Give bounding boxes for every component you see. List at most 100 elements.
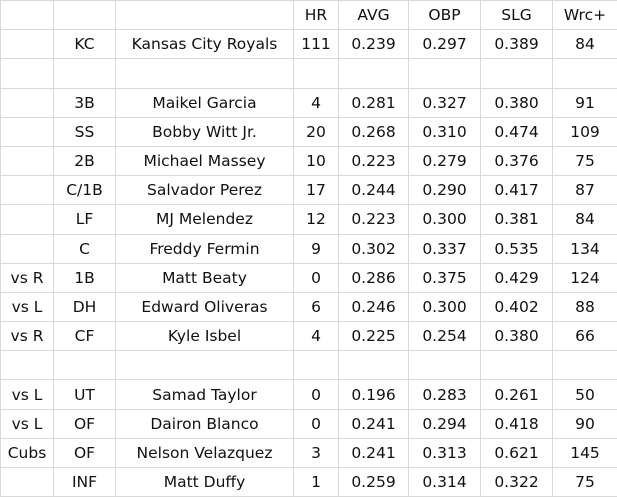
split-cell[interactable] — [0, 204, 54, 235]
name-cell[interactable]: Kansas City Royals — [115, 29, 294, 60]
stat-cell[interactable]: 4 — [293, 321, 339, 352]
stat-cell[interactable]: 0.246 — [338, 291, 409, 323]
position-cell[interactable]: 3B — [53, 87, 116, 118]
stat-cell[interactable]: 0.402 — [480, 291, 553, 323]
stat-cell[interactable]: 50 — [552, 379, 617, 410]
stat-cell[interactable]: 0.417 — [480, 175, 553, 206]
stat-cell[interactable]: 0.294 — [408, 408, 481, 439]
empty-cell[interactable] — [338, 58, 409, 89]
name-cell[interactable]: Maikel Garcia — [115, 87, 294, 118]
stat-cell[interactable]: 0.314 — [408, 466, 481, 497]
name-cell[interactable]: Matt Duffy — [115, 466, 294, 497]
name-cell[interactable]: Kyle Isbel — [115, 321, 294, 352]
empty-cell[interactable] — [408, 350, 481, 381]
stat-cell[interactable]: 0.337 — [408, 233, 481, 264]
header-cell[interactable]: AVG — [338, 0, 409, 31]
stat-cell[interactable]: 0.290 — [408, 175, 481, 206]
stat-cell[interactable]: 0.621 — [480, 437, 553, 469]
stat-cell[interactable]: 75 — [552, 466, 617, 497]
empty-cell[interactable] — [480, 350, 553, 381]
position-cell[interactable]: UT — [53, 379, 116, 410]
empty-cell[interactable] — [480, 58, 553, 89]
stat-cell[interactable]: 75 — [552, 145, 617, 177]
stat-cell[interactable]: 111 — [293, 29, 339, 60]
stat-cell[interactable]: 0.259 — [338, 466, 409, 497]
name-cell[interactable]: Nelson Velazquez — [115, 437, 294, 469]
name-cell[interactable]: MJ Melendez — [115, 204, 294, 235]
position-cell[interactable]: 1B — [53, 262, 116, 293]
stat-cell[interactable]: 0.286 — [338, 262, 409, 293]
stat-cell[interactable]: 91 — [552, 87, 617, 118]
position-cell[interactable]: 2B — [53, 145, 116, 177]
stat-cell[interactable]: 12 — [293, 204, 339, 235]
stat-cell[interactable]: 0.474 — [480, 116, 553, 147]
stat-cell[interactable]: 0.225 — [338, 321, 409, 352]
empty-cell[interactable] — [53, 0, 116, 31]
stat-cell[interactable]: 0.322 — [480, 466, 553, 497]
split-cell[interactable] — [0, 466, 54, 497]
stat-cell[interactable]: 0.380 — [480, 321, 553, 352]
stat-cell[interactable]: 0.268 — [338, 116, 409, 147]
stat-cell[interactable]: 0.310 — [408, 116, 481, 147]
name-cell[interactable]: Matt Beaty — [115, 262, 294, 293]
split-cell[interactable] — [0, 116, 54, 147]
split-cell[interactable]: vs L — [0, 379, 54, 410]
name-cell[interactable]: Samad Taylor — [115, 379, 294, 410]
position-cell[interactable]: C — [53, 233, 116, 264]
name-cell[interactable]: Dairon Blanco — [115, 408, 294, 439]
empty-cell[interactable] — [0, 58, 54, 89]
name-cell[interactable]: Edward Oliveras — [115, 291, 294, 323]
stat-cell[interactable]: 10 — [293, 145, 339, 177]
stat-cell[interactable]: 0.241 — [338, 437, 409, 469]
header-cell[interactable]: OBP — [408, 0, 481, 31]
stat-cell[interactable]: 109 — [552, 116, 617, 147]
stat-cell[interactable]: 0.418 — [480, 408, 553, 439]
position-cell[interactable]: CF — [53, 321, 116, 352]
stat-cell[interactable]: 0.380 — [480, 87, 553, 118]
position-cell[interactable]: DH — [53, 291, 116, 323]
header-cell[interactable]: HR — [293, 0, 339, 31]
stat-cell[interactable]: 9 — [293, 233, 339, 264]
empty-cell[interactable] — [53, 350, 116, 381]
stat-cell[interactable]: 4 — [293, 87, 339, 118]
stat-cell[interactable]: 145 — [552, 437, 617, 469]
stat-cell[interactable]: 0.281 — [338, 87, 409, 118]
empty-cell[interactable] — [115, 58, 294, 89]
stat-cell[interactable]: 0.223 — [338, 204, 409, 235]
split-cell[interactable]: vs R — [0, 262, 54, 293]
empty-cell[interactable] — [552, 350, 617, 381]
header-cell[interactable]: SLG — [480, 0, 553, 31]
name-cell[interactable]: Salvador Perez — [115, 175, 294, 206]
stat-cell[interactable]: 0.283 — [408, 379, 481, 410]
split-cell[interactable]: Cubs — [0, 437, 54, 469]
stat-cell[interactable]: 0.261 — [480, 379, 553, 410]
position-cell[interactable]: SS — [53, 116, 116, 147]
position-cell[interactable]: OF — [53, 408, 116, 439]
stat-cell[interactable]: 124 — [552, 262, 617, 293]
stat-cell[interactable]: 0 — [293, 379, 339, 410]
empty-cell[interactable] — [338, 350, 409, 381]
name-cell[interactable]: Bobby Witt Jr. — [115, 116, 294, 147]
stat-cell[interactable]: 0.297 — [408, 29, 481, 60]
stat-cell[interactable]: 0.535 — [480, 233, 553, 264]
empty-cell[interactable] — [552, 58, 617, 89]
split-cell[interactable] — [0, 175, 54, 206]
empty-cell[interactable] — [408, 58, 481, 89]
stat-cell[interactable]: 0 — [293, 262, 339, 293]
stat-cell[interactable]: 0.300 — [408, 204, 481, 235]
stat-cell[interactable]: 84 — [552, 29, 617, 60]
position-cell[interactable]: KC — [53, 29, 116, 60]
stat-cell[interactable]: 90 — [552, 408, 617, 439]
position-cell[interactable]: C/1B — [53, 175, 116, 206]
stat-cell[interactable]: 0.375 — [408, 262, 481, 293]
stat-cell[interactable]: 1 — [293, 466, 339, 497]
stat-cell[interactable]: 84 — [552, 204, 617, 235]
stat-cell[interactable]: 17 — [293, 175, 339, 206]
split-cell[interactable]: vs R — [0, 321, 54, 352]
name-cell[interactable]: Freddy Fermin — [115, 233, 294, 264]
stat-cell[interactable]: 0.254 — [408, 321, 481, 352]
stat-cell[interactable]: 0 — [293, 408, 339, 439]
empty-cell[interactable] — [0, 0, 54, 31]
empty-cell[interactable] — [0, 350, 54, 381]
split-cell[interactable]: vs L — [0, 291, 54, 323]
